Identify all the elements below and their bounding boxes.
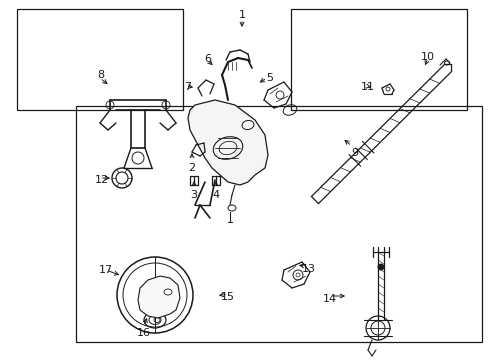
Polygon shape xyxy=(138,276,180,318)
Bar xyxy=(17,9,183,110)
Text: 8: 8 xyxy=(97,70,104,80)
Text: 3: 3 xyxy=(190,190,197,200)
Bar xyxy=(76,106,481,342)
Text: 12: 12 xyxy=(95,175,109,185)
Bar xyxy=(290,9,466,110)
Text: 14: 14 xyxy=(322,294,336,304)
Text: 7: 7 xyxy=(184,82,191,92)
Text: 13: 13 xyxy=(302,264,315,274)
Text: 2: 2 xyxy=(188,163,195,173)
Text: 16: 16 xyxy=(137,328,151,338)
Text: 15: 15 xyxy=(221,292,235,302)
Text: 4: 4 xyxy=(212,190,219,200)
Text: 5: 5 xyxy=(266,73,273,83)
Text: 1: 1 xyxy=(238,10,245,20)
Text: 10: 10 xyxy=(420,52,434,62)
Circle shape xyxy=(377,264,383,270)
Polygon shape xyxy=(187,100,267,185)
Text: 9: 9 xyxy=(351,148,358,158)
Text: 11: 11 xyxy=(360,82,374,92)
Text: 6: 6 xyxy=(204,54,211,64)
Text: 17: 17 xyxy=(99,265,113,275)
